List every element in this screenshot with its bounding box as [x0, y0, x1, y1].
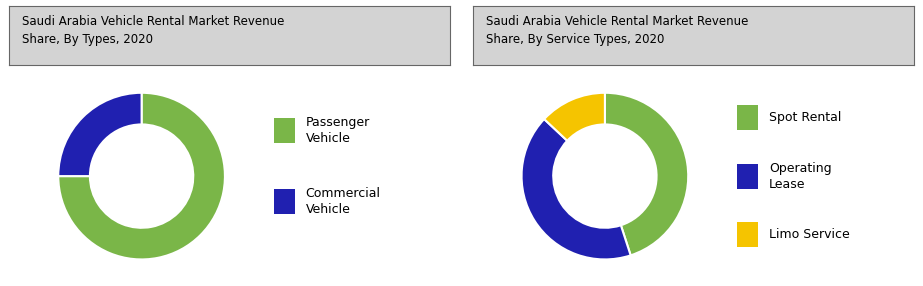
Text: Operating
Lease: Operating Lease — [769, 162, 832, 190]
Wedge shape — [545, 93, 605, 141]
Wedge shape — [58, 93, 225, 259]
FancyBboxPatch shape — [274, 118, 295, 143]
Text: Saudi Arabia Vehicle Rental Market Revenue
Share, By Service Types, 2020: Saudi Arabia Vehicle Rental Market Reven… — [485, 15, 749, 46]
Text: Commercial
Vehicle: Commercial Vehicle — [306, 186, 381, 216]
Wedge shape — [58, 93, 141, 176]
FancyBboxPatch shape — [737, 105, 759, 130]
Text: Spot Rental: Spot Rental — [769, 111, 842, 124]
Text: Limo Service: Limo Service — [769, 228, 850, 241]
Wedge shape — [521, 119, 630, 259]
Wedge shape — [605, 93, 689, 255]
FancyBboxPatch shape — [737, 222, 759, 247]
FancyBboxPatch shape — [274, 188, 295, 214]
Text: Passenger
Vehicle: Passenger Vehicle — [306, 116, 370, 145]
Text: Saudi Arabia Vehicle Rental Market Revenue
Share, By Types, 2020: Saudi Arabia Vehicle Rental Market Reven… — [22, 15, 285, 46]
FancyBboxPatch shape — [737, 164, 759, 188]
